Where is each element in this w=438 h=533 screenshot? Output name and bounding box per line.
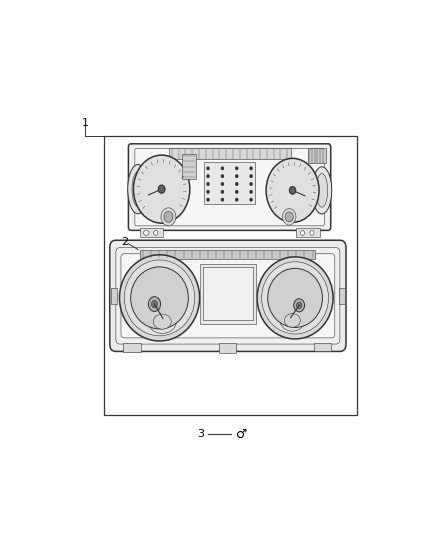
Bar bbox=[203, 267, 253, 320]
Text: ♂: ♂ bbox=[237, 427, 247, 441]
Bar bbox=[182, 154, 196, 179]
Circle shape bbox=[266, 158, 319, 222]
Circle shape bbox=[283, 178, 303, 203]
Circle shape bbox=[161, 208, 176, 226]
Circle shape bbox=[236, 198, 238, 201]
Ellipse shape bbox=[132, 172, 144, 207]
FancyBboxPatch shape bbox=[135, 148, 324, 226]
Bar bbox=[200, 264, 256, 324]
Ellipse shape bbox=[316, 174, 328, 207]
Bar bbox=[204, 162, 255, 204]
Ellipse shape bbox=[310, 230, 314, 235]
Ellipse shape bbox=[144, 230, 149, 235]
Circle shape bbox=[207, 191, 209, 193]
Circle shape bbox=[152, 301, 158, 308]
Circle shape bbox=[236, 191, 238, 193]
Ellipse shape bbox=[268, 268, 322, 327]
FancyBboxPatch shape bbox=[121, 254, 335, 338]
Circle shape bbox=[250, 191, 252, 193]
Circle shape bbox=[137, 159, 187, 219]
Bar bbox=[104, 136, 357, 415]
Ellipse shape bbox=[261, 262, 328, 334]
Circle shape bbox=[158, 185, 165, 193]
Ellipse shape bbox=[120, 255, 200, 341]
Circle shape bbox=[283, 208, 296, 225]
Circle shape bbox=[148, 297, 161, 311]
Circle shape bbox=[207, 198, 209, 201]
Bar bbox=[339, 288, 345, 304]
Ellipse shape bbox=[280, 310, 305, 331]
Circle shape bbox=[207, 175, 209, 177]
Ellipse shape bbox=[257, 257, 333, 339]
Circle shape bbox=[285, 212, 293, 222]
FancyBboxPatch shape bbox=[110, 240, 346, 351]
Bar bbox=[219, 343, 237, 353]
Circle shape bbox=[221, 191, 223, 193]
Ellipse shape bbox=[131, 267, 188, 329]
Ellipse shape bbox=[300, 230, 304, 235]
FancyBboxPatch shape bbox=[128, 144, 331, 230]
Ellipse shape bbox=[124, 260, 195, 336]
FancyBboxPatch shape bbox=[116, 248, 340, 344]
Circle shape bbox=[221, 198, 223, 201]
Circle shape bbox=[273, 167, 311, 213]
Circle shape bbox=[294, 298, 304, 312]
Ellipse shape bbox=[128, 165, 148, 214]
Ellipse shape bbox=[284, 314, 300, 327]
Circle shape bbox=[141, 165, 182, 214]
Ellipse shape bbox=[148, 310, 176, 334]
Circle shape bbox=[250, 175, 252, 177]
Circle shape bbox=[290, 187, 296, 194]
Circle shape bbox=[236, 175, 238, 177]
Circle shape bbox=[207, 183, 209, 185]
Circle shape bbox=[269, 162, 316, 219]
Circle shape bbox=[151, 176, 172, 202]
Bar bbox=[296, 228, 320, 237]
Ellipse shape bbox=[312, 167, 332, 214]
Circle shape bbox=[236, 167, 238, 169]
Text: 1: 1 bbox=[82, 118, 89, 128]
Circle shape bbox=[221, 183, 223, 185]
Circle shape bbox=[164, 212, 173, 222]
Circle shape bbox=[236, 183, 238, 185]
Bar bbox=[314, 343, 332, 351]
Circle shape bbox=[146, 171, 177, 208]
Circle shape bbox=[297, 302, 302, 309]
Bar bbox=[140, 228, 163, 237]
Bar bbox=[123, 343, 141, 352]
Circle shape bbox=[221, 167, 223, 169]
Bar bbox=[111, 288, 117, 304]
Circle shape bbox=[250, 198, 252, 201]
Text: 2: 2 bbox=[121, 238, 128, 247]
Bar bbox=[141, 249, 315, 259]
Circle shape bbox=[250, 167, 252, 169]
Ellipse shape bbox=[153, 314, 171, 329]
Circle shape bbox=[207, 167, 209, 169]
Text: 3: 3 bbox=[197, 429, 204, 439]
Bar bbox=[169, 148, 290, 159]
Circle shape bbox=[134, 155, 190, 223]
Circle shape bbox=[278, 173, 307, 208]
Circle shape bbox=[250, 183, 252, 185]
Bar bbox=[307, 148, 326, 164]
Ellipse shape bbox=[154, 230, 158, 235]
Circle shape bbox=[221, 175, 223, 177]
